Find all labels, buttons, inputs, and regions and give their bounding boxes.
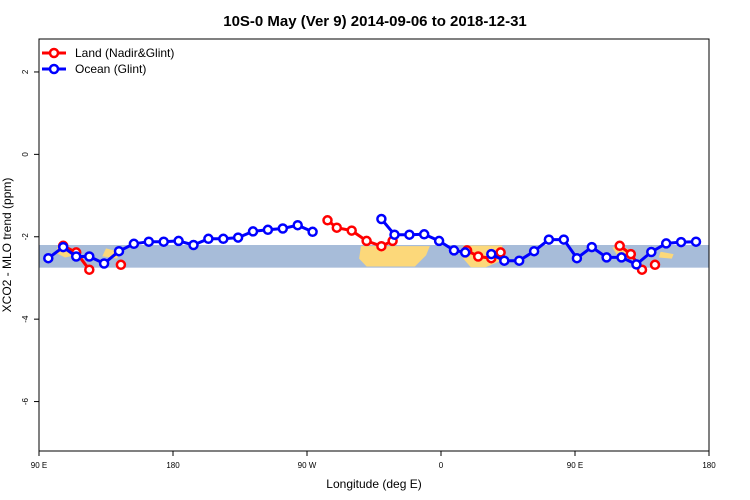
x-axis-label: Longitude (deg E) (326, 477, 421, 491)
data-point-ocean (43, 252, 54, 264)
data-point-ocean (499, 255, 510, 266)
series-land (57, 215, 661, 275)
y-tick-label: -4 (21, 315, 30, 323)
data-point-land (84, 264, 95, 275)
data-point-ocean (247, 226, 259, 237)
data-point-ocean (513, 255, 525, 266)
data-point-ocean (277, 223, 289, 234)
data-point-land (376, 240, 387, 252)
data-point-land (472, 251, 484, 262)
x-tick-label: 0 (439, 461, 444, 470)
data-point-ocean (418, 229, 430, 240)
data-point-land (495, 247, 506, 258)
data-point-ocean (292, 219, 303, 231)
x-tick-label: 180 (702, 461, 716, 470)
data-point-land (115, 259, 127, 271)
data-point-ocean (459, 247, 471, 258)
data-point-ocean (543, 234, 555, 245)
x-tick-label: 180 (166, 461, 180, 470)
data-point-land (361, 235, 372, 247)
y-tick-label: -6 (21, 397, 30, 405)
data-point-ocean (188, 239, 199, 251)
data-point-ocean (218, 233, 229, 245)
data-point-ocean (389, 229, 400, 240)
data-point-ocean (307, 226, 318, 238)
legend: Land (Nadir&Glint) Ocean (Glint) (42, 46, 174, 76)
data-point-ocean (143, 236, 155, 247)
data-point-ocean (262, 224, 274, 236)
data-point-ocean (433, 235, 445, 247)
data-point-ocean (690, 236, 702, 247)
legend-marker-land (48, 47, 60, 59)
data-point-ocean (486, 248, 497, 260)
data-point-land (322, 215, 333, 226)
data-point-ocean (203, 233, 214, 245)
data-point-ocean (173, 235, 184, 247)
y-tick-label: 0 (21, 152, 30, 157)
data-point-ocean (631, 259, 642, 270)
data-point-ocean (158, 236, 169, 247)
y-tick-label: 2 (21, 69, 30, 74)
data-point-ocean (70, 251, 82, 262)
data-point-ocean (57, 241, 69, 253)
data-point-land (614, 240, 625, 252)
data-point-ocean (113, 245, 125, 257)
data-point-ocean (98, 258, 110, 269)
data-point-ocean (128, 238, 140, 250)
data-point-ocean (232, 232, 244, 243)
x-tick-label: 90 E (31, 461, 47, 470)
data-point-land (331, 222, 343, 233)
y-tick-label: -2 (21, 233, 30, 241)
data-point-ocean (404, 229, 415, 240)
data-point-land (346, 225, 357, 236)
data-point-ocean (675, 236, 687, 248)
data-point-ocean (660, 238, 672, 249)
legend-label-ocean: Ocean (Glint) (75, 62, 146, 76)
y-axis: 2 0 -2 -4 -6 (21, 69, 39, 405)
chart-title: 10S-0 May (Ver 9) 2014-09-06 to 2018-12-… (223, 13, 527, 30)
data-point-land (625, 248, 637, 260)
plot-frame (38, 38, 710, 452)
data-point-ocean (448, 245, 460, 256)
data-point-ocean (528, 245, 540, 257)
data-point-land (649, 259, 661, 271)
x-tick-label: 90 W (298, 461, 317, 470)
data-point-ocean (601, 252, 612, 263)
landmass-png-east (658, 251, 674, 259)
landmass-africa (359, 246, 430, 267)
data-point-ocean (586, 241, 598, 253)
data-point-ocean (646, 246, 657, 258)
legend-label-land: Land (Nadir&Glint) (75, 46, 174, 60)
x-axis: 90 E 180 90 W 0 90 E 180 (31, 451, 716, 470)
data-point-ocean (571, 252, 583, 264)
legend-marker-ocean (48, 63, 60, 75)
data-point-ocean (616, 252, 627, 263)
x-tick-label: 90 E (567, 461, 583, 470)
data-point-ocean (558, 234, 570, 245)
series-ocean (43, 213, 702, 270)
series-layer (43, 213, 702, 275)
y-axis-label: XCO2 - MLO trend (ppm) (0, 178, 14, 313)
data-point-ocean (376, 213, 387, 225)
data-point-ocean (84, 251, 95, 262)
